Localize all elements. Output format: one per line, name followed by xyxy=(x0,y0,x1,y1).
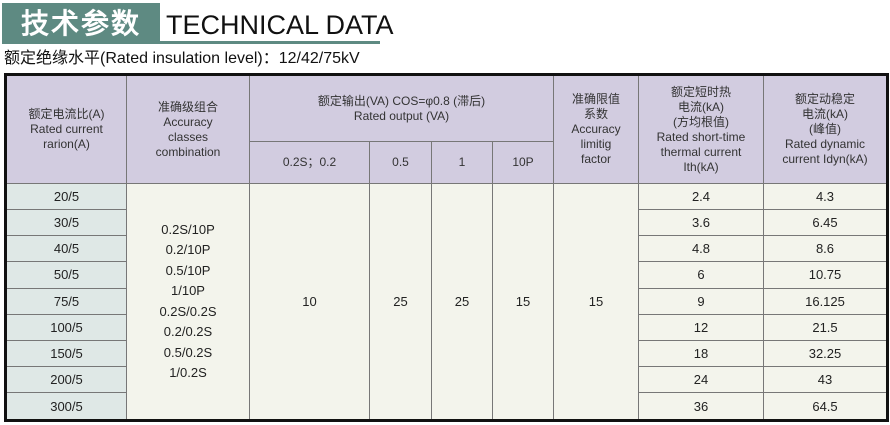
header-line: 额定输出(VA) COS=φ0.8 (滞后) xyxy=(317,93,486,108)
cell-idyn: 8.6 xyxy=(763,235,888,263)
cell-idyn: 4.3 xyxy=(763,182,888,211)
cell-ith: 18 xyxy=(638,339,764,367)
cell-output: 25 xyxy=(431,183,493,421)
table-row: 300/5 36 64.5 xyxy=(5,392,888,421)
title-underline xyxy=(2,41,380,44)
combination-item: 0.2/10P xyxy=(165,242,211,257)
technical-data-table: 额定电流比(A) Rated current rarion(A) 准确级组合 Accu… xyxy=(4,73,889,422)
header-line: rarion(A) xyxy=(43,137,90,151)
header-output-sub: 1 xyxy=(431,141,493,184)
header-line: Ith(kA) xyxy=(683,159,719,174)
header-line: (方均根值) xyxy=(673,114,729,129)
header-line: (峰值) xyxy=(809,122,841,136)
header-line: factor xyxy=(580,152,611,166)
cell-idyn: 6.45 xyxy=(763,209,888,237)
table-row: 200/5 24 43 xyxy=(5,365,888,394)
table-row: 150/5 18 32.25 xyxy=(5,339,888,367)
combination-item: 0.5/10P xyxy=(165,262,211,278)
header-output-sub: 0.2S；0.2 xyxy=(249,141,370,184)
title-en: TECHNICAL DATA xyxy=(166,10,394,40)
cell-ith: 2.4 xyxy=(638,182,764,211)
header-line: 电流(kA) xyxy=(678,99,724,114)
header-accuracy: 准确级组合 Accuracy classes combination xyxy=(126,74,250,184)
cell-ith: 3.6 xyxy=(638,209,764,237)
header-line: current Idyn(kA) xyxy=(782,152,868,166)
cell-alf: 15 xyxy=(553,183,639,421)
cell-ratio: 100/5 xyxy=(5,313,127,341)
combination-item: 1/10P xyxy=(171,283,205,298)
cell-ith: 36 xyxy=(638,392,764,421)
header-line: 准确限值 xyxy=(571,92,620,106)
cell-ratio: 30/5 xyxy=(5,209,127,237)
cell-ith: 4.8 xyxy=(638,235,764,263)
cell-ratio: 20/5 xyxy=(5,182,127,211)
header-output-sub: 0.5 xyxy=(369,141,432,184)
header-line: thermal current xyxy=(660,144,742,159)
cell-ith: 9 xyxy=(638,287,764,315)
title-cn: 技术参数 xyxy=(2,3,160,44)
header-line: 额定短时热 xyxy=(670,84,731,99)
header-line: Rated current xyxy=(30,122,103,136)
header-line: combination xyxy=(155,144,221,159)
header-line: 准确级组合 xyxy=(157,99,218,114)
cell-idyn: 64.5 xyxy=(763,392,888,421)
cell-output: 15 xyxy=(492,183,554,421)
combination-item: 0.2S/10P xyxy=(161,221,215,237)
header-line: Rated output (VA) xyxy=(353,108,450,123)
cell-ratio: 75/5 xyxy=(5,287,127,315)
table-row: 40/5 4.8 8.6 xyxy=(5,235,888,263)
cell-ith: 12 xyxy=(638,313,764,341)
cell-ith: 6 xyxy=(638,261,764,289)
combination-item: 0.2/0.2S xyxy=(163,324,213,339)
header-line: 额定电流比(A) xyxy=(28,107,105,121)
header-thermal: 额定短时热 电流(kA) (方均根值) Rated short-time thermal… xyxy=(638,74,764,184)
table-row: 100/5 12 21.5 xyxy=(5,313,888,341)
header-line: Rated short-time xyxy=(656,129,746,144)
combination-item: 0.5/0.2S xyxy=(163,344,213,360)
cell-ratio: 300/5 xyxy=(5,392,127,421)
header-ratio: 额定电流比(A) Rated current rarion(A) xyxy=(5,74,127,184)
header-dynamic: 额定动稳定 电流(kA) (峰值) Rated dynamic current Idyn… xyxy=(763,74,888,184)
insulation-level: 额定绝缘水平(Rated insulation level)：12/42/75k… xyxy=(4,50,360,67)
cell-ratio: 150/5 xyxy=(5,339,127,367)
cell-idyn: 21.5 xyxy=(763,313,888,341)
cell-idyn: 32.25 xyxy=(763,339,888,367)
cell-ratio: 200/5 xyxy=(5,365,127,394)
cell-idyn: 10.75 xyxy=(763,261,888,289)
cell-ith: 24 xyxy=(638,365,764,394)
header-output-sub: 10P xyxy=(492,141,554,184)
header-line: Rated dynamic xyxy=(784,137,866,151)
table-row: 30/5 3.6 6.45 xyxy=(5,209,888,237)
header-line: classes xyxy=(167,129,208,144)
header-alf: 准确限值 系数 Accuracy limitig factor xyxy=(553,74,639,184)
header-output: 额定输出(VA) COS=φ0.8 (滞后) Rated output (VA) xyxy=(249,74,554,142)
header-line: Accuracy xyxy=(571,122,621,136)
cell-output: 25 xyxy=(369,183,432,421)
table-row: 50/5 6 10.75 xyxy=(5,261,888,289)
header-line: 电流(kA) xyxy=(802,107,848,121)
table-row: 75/5 9 16.125 xyxy=(5,287,888,315)
cell-idyn: 16.125 xyxy=(763,287,888,315)
header-line: limitig xyxy=(580,137,612,151)
combination-item: 1/0.2S xyxy=(169,365,207,380)
combination-item: 0.2S/0.2S xyxy=(159,303,217,319)
cell-idyn: 43 xyxy=(763,365,888,394)
header-line: 系数 xyxy=(583,107,608,121)
table-row: 20/5 0.2S/10P 0.2/10P 0.5/10P 1/10P 0.2S/0.2S… xyxy=(5,182,888,421)
cell-ratio: 50/5 xyxy=(5,261,127,289)
cell-ratio: 40/5 xyxy=(5,235,127,263)
header-line: Accuracy xyxy=(163,114,213,129)
cell-combinations: 0.2S/10P 0.2/10P 0.5/10P 1/10P 0.2S/0.2S 0.2/… xyxy=(126,183,250,421)
cell-output: 10 xyxy=(249,183,370,421)
header-line: 额定动稳定 xyxy=(794,92,855,106)
